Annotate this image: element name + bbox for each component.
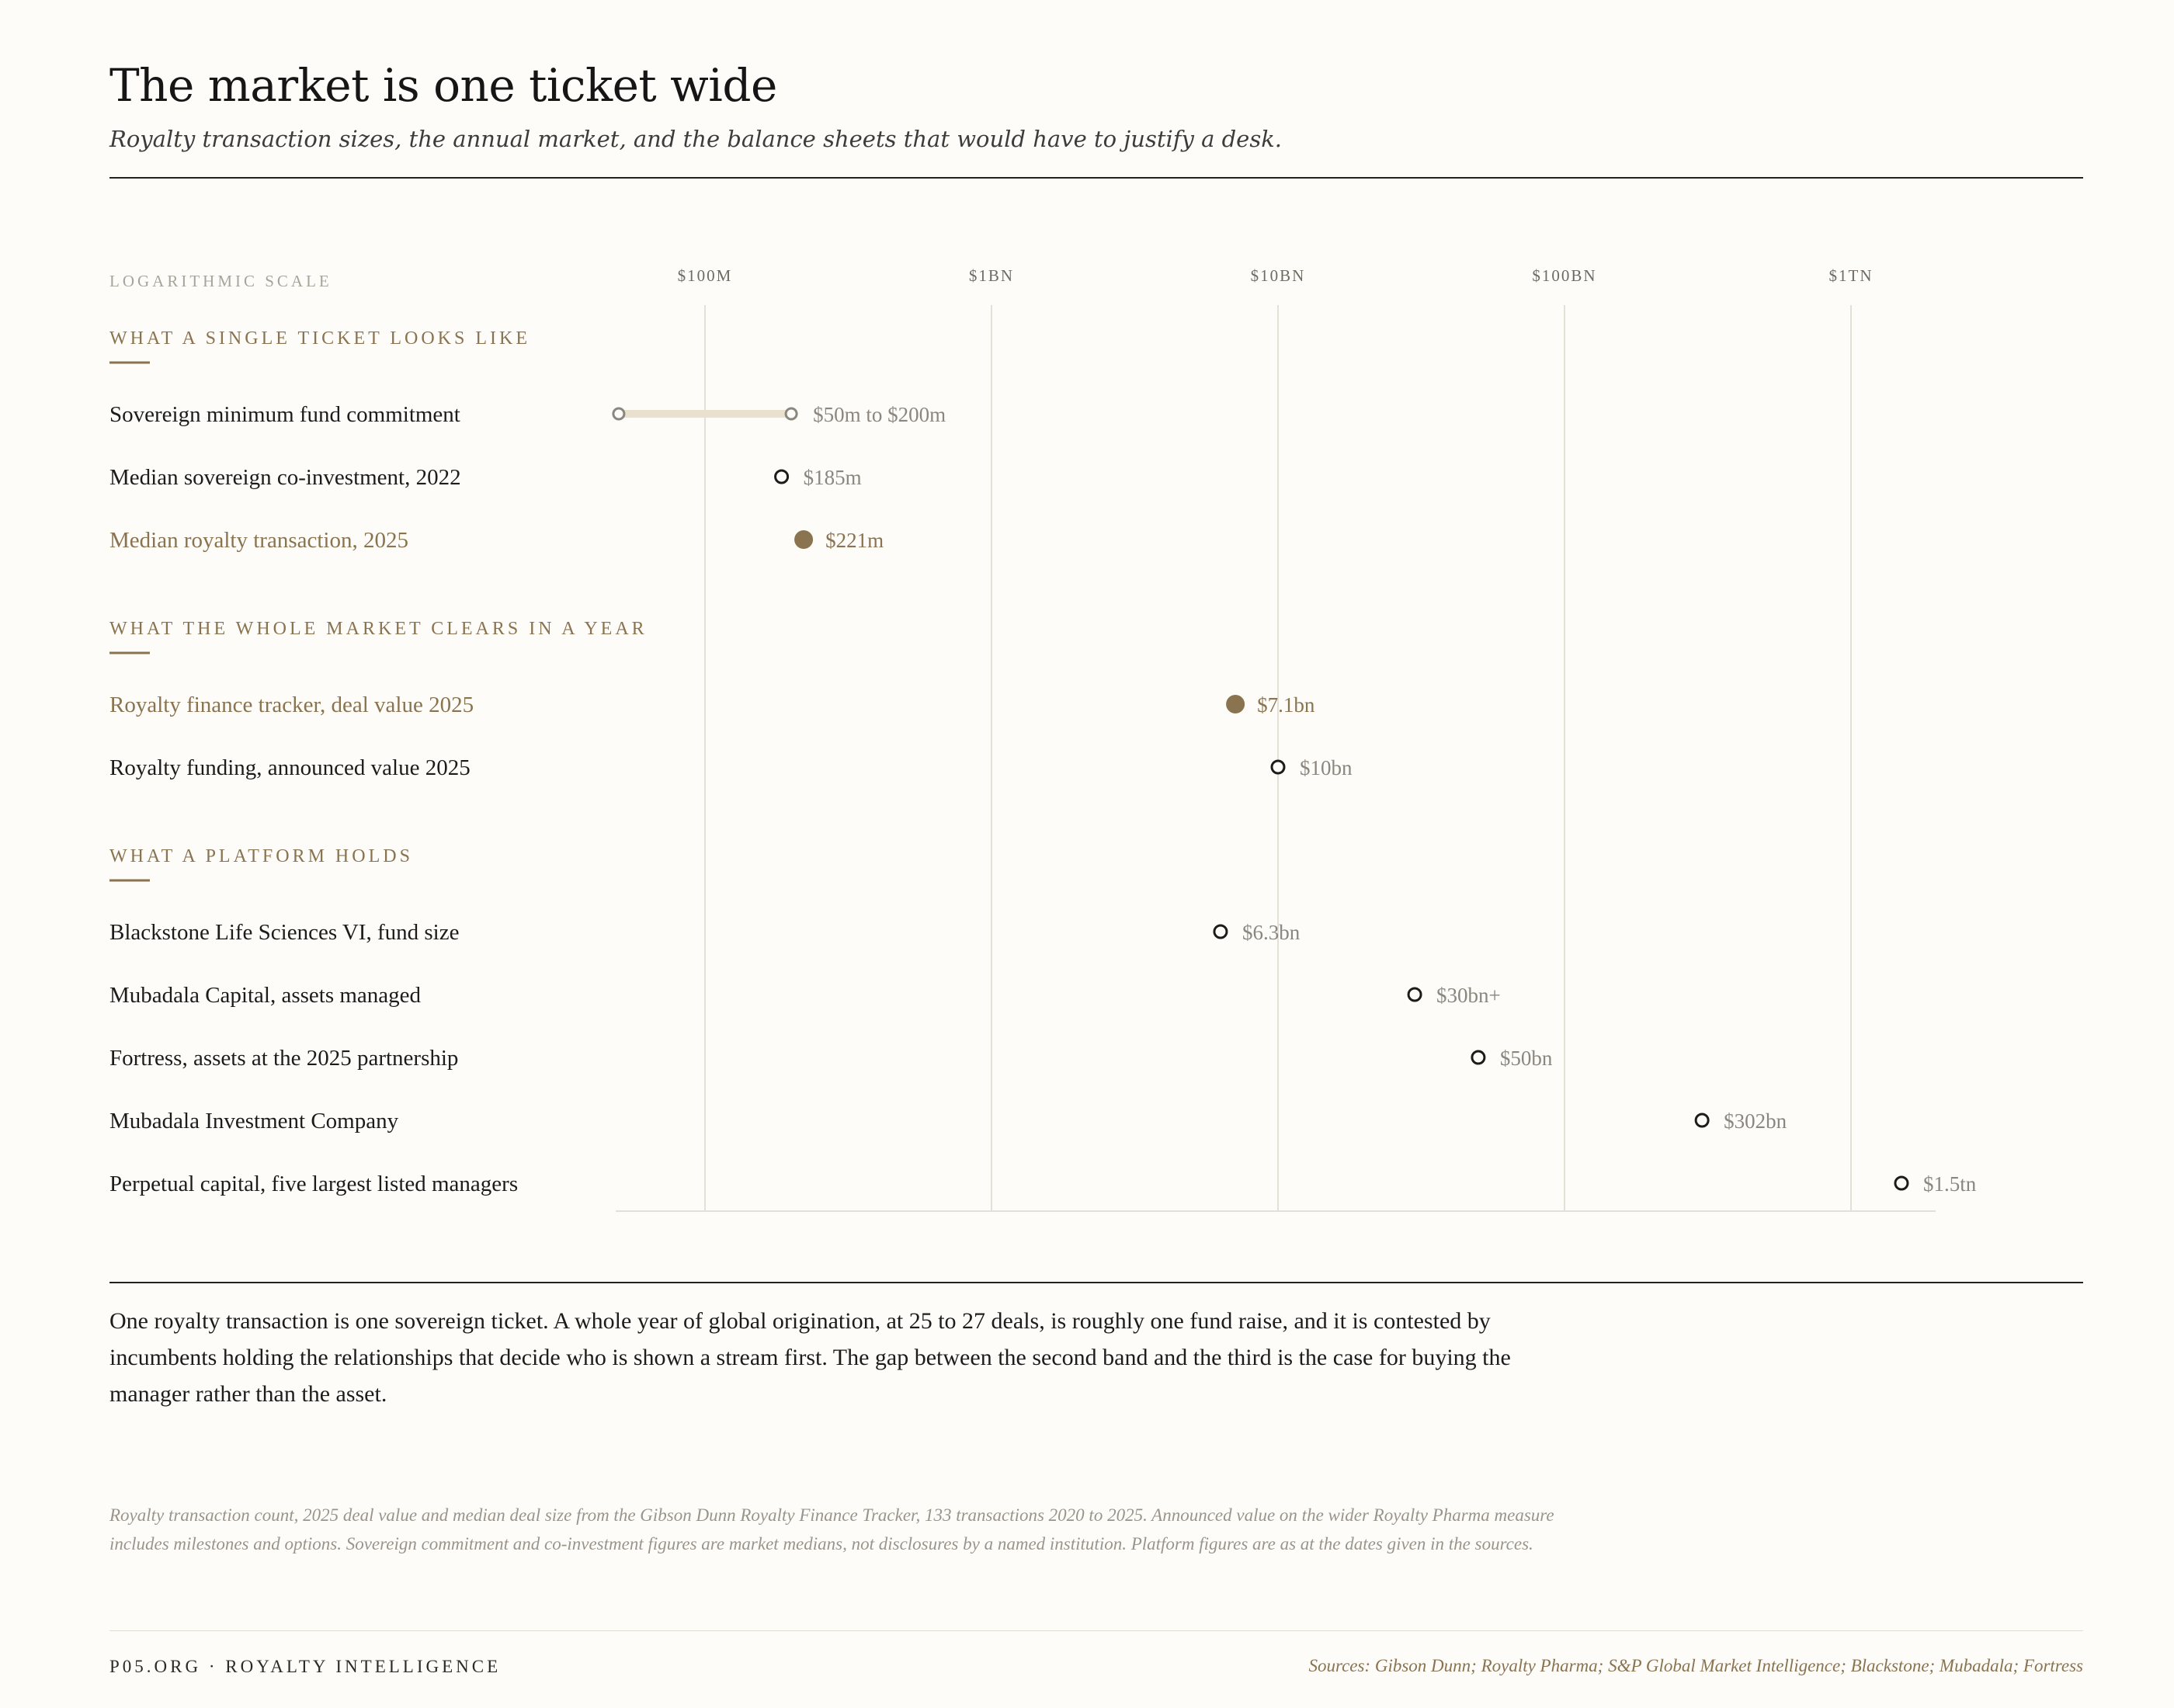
section-header: WHAT THE WHOLE MARKET CLEARS IN A YEAR — [109, 619, 648, 639]
row-label: Median sovereign co-investment, 2022 — [109, 465, 461, 490]
page-subtitle: Royalty transaction sizes, the annual ma… — [109, 126, 1282, 152]
tick-label: $10BN — [1251, 266, 1306, 285]
footer-rule — [109, 1630, 2083, 1631]
point-marker — [774, 469, 790, 484]
value-label: $50m to $200m — [813, 403, 946, 426]
value-label: $50bn — [1500, 1047, 1553, 1070]
row-label: Sovereign minimum fund commitment — [109, 402, 460, 427]
row-label: Mubadala Investment Company — [109, 1109, 399, 1133]
row-label: Median royalty transaction, 2025 — [109, 528, 408, 553]
point-marker — [1407, 987, 1422, 1002]
value-label: $1.5tn — [1923, 1172, 1977, 1196]
commentary-rule — [109, 1282, 2083, 1283]
page: The market is one ticket wide Royalty tr… — [109, 0, 2083, 1708]
footer-sources: Sources: Gibson Dunn; Royalty Pharma; S&… — [1308, 1656, 2083, 1675]
row-label: Blackstone Life Sciences VI, fund size — [109, 920, 459, 945]
highlight-marker — [794, 530, 814, 549]
row-label: Fortress, assets at the 2025 partnership — [109, 1046, 458, 1071]
tick-label: $100BN — [1532, 266, 1596, 285]
section-header: WHAT A PLATFORM HOLDS — [109, 846, 413, 866]
point-marker — [1270, 759, 1286, 775]
row-label: Perpetual capital, five largest listed m… — [109, 1172, 518, 1196]
point-marker — [1471, 1050, 1486, 1065]
row-label: Mubadala Capital, assets managed — [109, 983, 422, 1008]
tick-label: $100M — [678, 266, 733, 285]
section-header: WHAT A SINGLE TICKET LOOKS LIKE — [109, 328, 530, 349]
value-label: $6.3bn — [1242, 921, 1301, 944]
page-title: The market is one ticket wide — [109, 59, 777, 112]
point-marker — [1694, 1113, 1710, 1128]
footer-brand: P05.ORG · ROYALTY INTELLIGENCE — [109, 1657, 502, 1676]
range-start-marker — [612, 407, 626, 421]
highlight-marker — [1226, 695, 1245, 713]
axis-ticks: $100M $1BN $10BN $100BN $1TN — [678, 266, 1874, 285]
scale-label: LOGARITHMIC SCALE — [109, 272, 332, 290]
grid-lines — [704, 305, 1852, 1211]
tick-label: $1BN — [969, 266, 1014, 285]
point-marker — [1894, 1175, 1909, 1191]
row-label: Royalty funding, announced value 2025 — [109, 755, 471, 780]
commentary-text: One royalty transaction is one sovereign… — [109, 1308, 1511, 1407]
range-end-marker — [784, 407, 798, 421]
value-label: $10bn — [1300, 756, 1353, 779]
chart-rows: WHAT A SINGLE TICKET LOOKS LIKE Sovereign… — [109, 328, 1977, 1196]
value-label: $185m — [804, 466, 862, 489]
source-notes: Royalty transaction count, 2025 deal val… — [109, 1505, 1554, 1554]
value-label: $302bn — [1724, 1109, 1787, 1133]
point-marker — [1213, 924, 1228, 939]
log-scale-chart: $100M $1BN $10BN $100BN $1TN WHAT A SINGLE T… — [109, 266, 1977, 1212]
value-label: $7.1bn — [1257, 693, 1315, 717]
value-label: $30bn+ — [1436, 984, 1501, 1007]
value-label: $221m — [825, 529, 884, 552]
tick-label: $1TN — [1829, 266, 1874, 285]
row-label: Royalty finance tracker, deal value 2025 — [109, 693, 474, 717]
header-rule — [109, 177, 2083, 179]
